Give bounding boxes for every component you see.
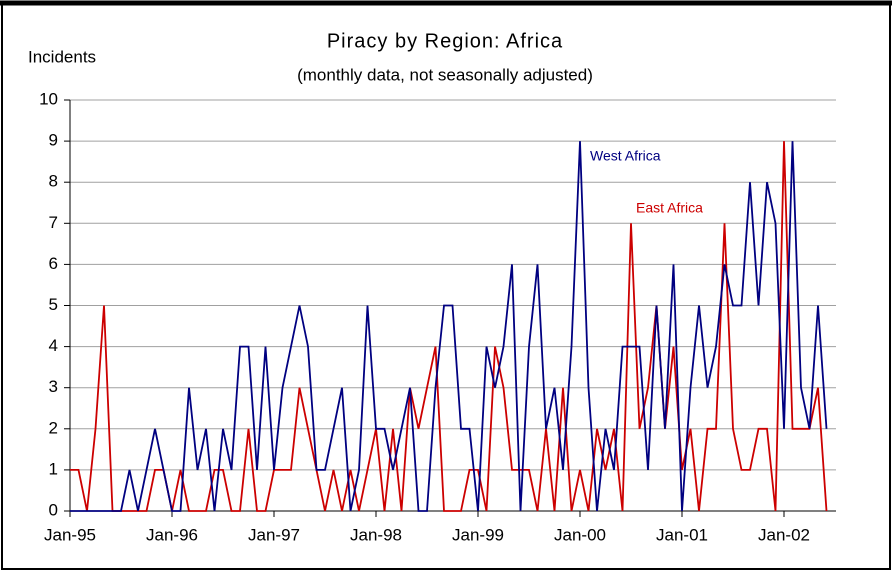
y-tick-label: 1	[49, 459, 58, 478]
y-tick-label: 6	[49, 254, 58, 273]
series-line	[70, 141, 828, 512]
y-tick-label: 0	[49, 500, 58, 519]
x-tick-label: Jan-95	[44, 525, 96, 544]
series-label: West Africa	[590, 148, 661, 164]
series-line	[70, 141, 828, 512]
y-tick-label: 4	[49, 336, 58, 355]
chart-subtitle: (monthly data, not seasonally adjusted)	[297, 65, 593, 84]
x-tick-label: Jan-01	[656, 525, 708, 544]
y-tick-label: 9	[49, 131, 58, 150]
series-label: East Africa	[636, 200, 703, 216]
x-tick-label: Jan-00	[554, 525, 606, 544]
y-tick-label: 8	[49, 172, 58, 191]
x-tick-label: Jan-96	[146, 525, 198, 544]
x-tick-label: Jan-97	[248, 525, 300, 544]
y-axis-label: Incidents	[28, 47, 96, 66]
y-tick-label: 5	[49, 295, 58, 314]
y-tick-label: 3	[49, 377, 58, 396]
y-tick-label: 10	[39, 89, 58, 108]
x-tick-label: Jan-02	[758, 525, 810, 544]
y-tick-label: 7	[49, 213, 58, 232]
x-tick-label: Jan-98	[350, 525, 402, 544]
chart-title: Piracy by Region: Africa	[327, 30, 563, 52]
y-tick-label: 2	[49, 418, 58, 437]
x-tick-label: Jan-99	[452, 525, 504, 544]
